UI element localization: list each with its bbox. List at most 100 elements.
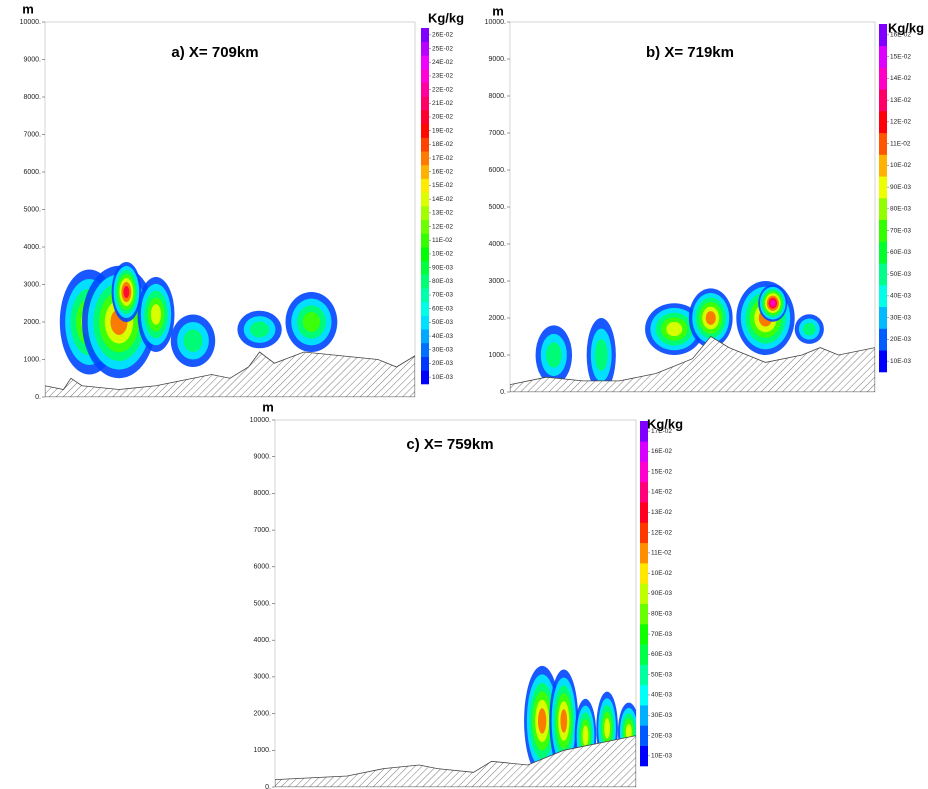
colorbar-swatch — [879, 285, 887, 308]
y-tick-label: 8000. — [488, 93, 506, 100]
colorbar-swatch — [879, 263, 887, 286]
colorbar-tick-label: 10E-03 — [651, 753, 672, 760]
colorbar-tick-label: 23E-02 — [432, 73, 453, 80]
colorbar-tick-label: 60E-03 — [651, 651, 672, 658]
colorbar-swatch — [879, 306, 887, 329]
y-tick-label: 4000. — [253, 637, 271, 644]
colorbar-tick-label: 50E-03 — [890, 271, 911, 278]
colorbar-swatch — [640, 603, 648, 625]
y-tick-label: 1000. — [488, 352, 506, 359]
colorbar-swatch — [640, 684, 648, 706]
y-tick-label: 2000. — [23, 319, 41, 326]
colorbar-tick-label: 30E-03 — [890, 314, 911, 321]
colorbar-swatch — [421, 247, 429, 262]
y-tick-label: 4000. — [23, 244, 41, 251]
colorbar-tick-label: 14E-02 — [651, 489, 672, 496]
colorbar-swatch — [640, 623, 648, 645]
y-tick-label: 10000. — [485, 19, 506, 26]
colorbar-tick-label: 70E-03 — [651, 631, 672, 638]
colorbar-swatch — [421, 342, 429, 357]
y-tick-label: 9000. — [253, 454, 271, 461]
colorbar-swatch — [879, 241, 887, 264]
colorbar-swatch — [640, 664, 648, 686]
colorbar-swatch — [879, 67, 887, 90]
colorbar-tick-label: 80E-03 — [432, 278, 453, 285]
colorbar-swatch — [421, 41, 429, 56]
y-tick-label: 3000. — [23, 281, 41, 288]
colorbar-tick-label: 60E-03 — [890, 249, 911, 256]
y-tick-label: 5000. — [23, 206, 41, 213]
colorbar-tick-label: 90E-03 — [651, 590, 672, 597]
panel-title: b) X= 719km — [646, 44, 734, 61]
terrain — [510, 335, 875, 392]
colorbar-tick-label: 80E-03 — [890, 206, 911, 213]
colorbar-label: Kg/kg — [428, 10, 464, 25]
colorbar-tick-label: 11E-02 — [432, 237, 453, 244]
colorbar-tick-label: 20E-03 — [890, 336, 911, 343]
cloud-contour — [123, 286, 130, 298]
cloud-contour — [803, 322, 816, 336]
colorbar-swatch — [421, 329, 429, 344]
colorbar-swatch — [421, 28, 429, 42]
panel-title: c) X= 759km — [406, 436, 493, 453]
colorbar-swatch — [421, 206, 429, 220]
colorbar-tick-label: 20E-03 — [651, 732, 672, 739]
y-tick-label: 3000. — [488, 278, 506, 285]
colorbar-tick-label: 24E-02 — [432, 59, 453, 66]
colorbar-tick-label: 13E-02 — [890, 97, 911, 104]
colorbar-swatch — [421, 96, 429, 111]
colorbar-tick-label: 12E-02 — [432, 223, 453, 230]
colorbar-tick-label: 15E-02 — [432, 182, 453, 189]
cloud-contour — [666, 322, 683, 337]
colorbar-swatch — [640, 522, 648, 544]
colorbar-tick-label: 60E-03 — [432, 305, 453, 312]
colorbar-tick-label: 15E-02 — [651, 468, 672, 475]
colorbar-swatch — [879, 89, 887, 112]
y-tick-label: 6000. — [23, 169, 41, 176]
colorbar-swatch — [879, 198, 887, 221]
panel: 0. 1000. 2000. 3000. 4000. 5000. 6000. 7000. 800… — [20, 1, 465, 400]
colorbar-swatch — [421, 137, 429, 152]
y-tick-label: 6000. — [488, 167, 506, 174]
cloud-contour — [594, 339, 608, 371]
y-tick-label: 9000. — [23, 56, 41, 63]
plot-content — [510, 281, 875, 392]
y-tick-label: 3000. — [253, 674, 271, 681]
cloud-contour — [604, 718, 611, 739]
colorbar-swatch — [640, 563, 648, 584]
cloud-contour — [183, 329, 203, 352]
colorbar-swatch — [879, 24, 887, 47]
colorbar-tick-label: 11E-02 — [890, 140, 911, 147]
colorbar-swatch — [640, 421, 648, 442]
colorbar-tick-label: 16E-02 — [651, 448, 672, 455]
colorbar-tick-label: 13E-02 — [651, 509, 672, 516]
colorbar-swatch — [421, 260, 429, 275]
colorbar-tick-label: 18E-02 — [432, 141, 453, 148]
colorbar-tick-label: 14E-02 — [432, 196, 453, 203]
colorbar-swatch — [640, 441, 648, 462]
y-axis-label: m — [262, 399, 274, 414]
y-tick-label: 0. — [265, 784, 271, 789]
colorbar-tick-label: 30E-03 — [651, 712, 672, 719]
colorbar-swatch — [421, 178, 429, 193]
colorbar-tick-label: 50E-03 — [432, 319, 453, 326]
colorbar-tick-label: 10E-03 — [432, 374, 453, 381]
colorbar-swatch — [879, 111, 887, 134]
y-tick-label: 2000. — [488, 315, 506, 322]
colorbar-label: Kg/kg — [647, 416, 683, 431]
y-tick-label: 0. — [35, 394, 41, 401]
colorbar-tick-label: 17E-02 — [651, 428, 672, 435]
colorbar-swatch — [640, 725, 648, 747]
colorbar-tick-label: 16E-02 — [890, 32, 911, 39]
colorbar-swatch — [879, 219, 887, 242]
colorbar-swatch — [421, 301, 429, 316]
y-tick-label: 1000. — [253, 747, 271, 754]
colorbar-swatch — [421, 192, 429, 207]
y-tick-label: 10000. — [20, 19, 41, 26]
colorbar-swatch — [640, 461, 648, 483]
colorbar-tick-label: 13E-02 — [432, 210, 453, 217]
y-tick-label: 9000. — [488, 56, 506, 63]
colorbar-swatch — [640, 745, 648, 767]
colorbar-tick-label: 14E-02 — [890, 75, 911, 82]
